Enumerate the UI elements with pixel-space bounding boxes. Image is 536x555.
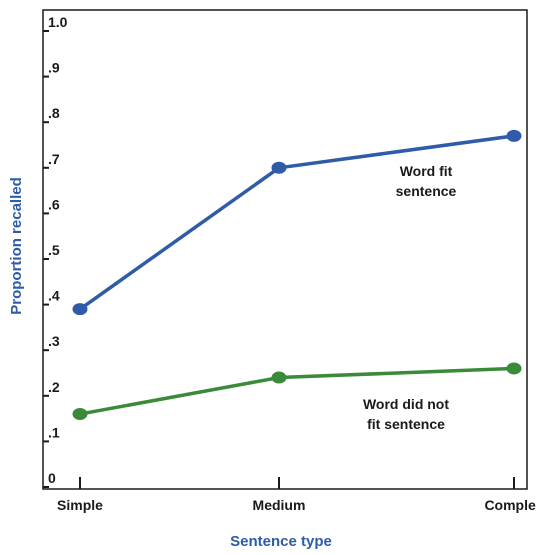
x-axis-title: Sentence type (230, 533, 332, 550)
y-tick-label: 1.0 (48, 14, 68, 30)
y-tick-label: .9 (48, 60, 60, 76)
series-2-point (271, 371, 287, 384)
x-axis-ticks: Simple Medium Complex (57, 477, 536, 513)
plot-frame (42, 9, 528, 490)
y-axis-title: Proportion recalled (8, 177, 25, 315)
y-axis-ticks: 0 .1 .2 .3 .4 .5 .6 .7 .8 .9 1.0 (43, 14, 68, 488)
y-tick-label: .6 (48, 196, 60, 212)
series-1-point (271, 161, 287, 174)
series-labels: Word fit sentence Word did not fit sentence (363, 163, 457, 432)
series-1-point (72, 303, 88, 316)
y-tick-label: .7 (48, 151, 60, 167)
y-tick-label: 0 (48, 470, 56, 486)
x-tick-label: Complex (484, 497, 536, 513)
series-label: Word fit (400, 163, 453, 179)
series-layer (72, 129, 522, 421)
series-label: Word did not (363, 396, 449, 412)
x-tick-label: Medium (253, 497, 306, 513)
series-line-1 (78, 134, 515, 311)
series-label: fit sentence (367, 416, 445, 432)
y-tick-label: .3 (48, 333, 60, 349)
y-tick-label: .4 (48, 288, 60, 304)
series-label: sentence (396, 183, 457, 199)
y-tick-label: .8 (48, 105, 60, 121)
y-tick-label: .5 (48, 242, 60, 258)
y-tick-label: .1 (48, 424, 60, 440)
y-tick-label: .2 (48, 379, 60, 395)
series-1-point (506, 129, 522, 142)
x-tick-label: Simple (57, 497, 103, 513)
series-2-point (506, 362, 522, 375)
series-2-point (72, 408, 88, 421)
